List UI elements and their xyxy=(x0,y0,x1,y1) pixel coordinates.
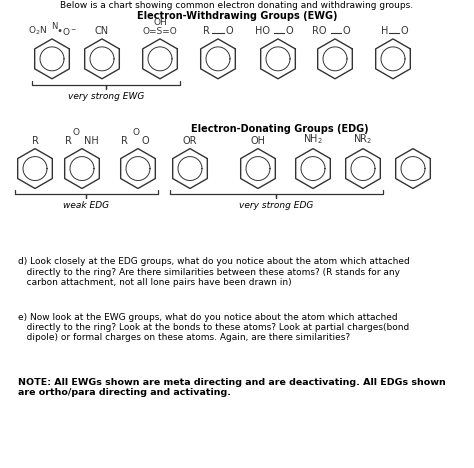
Text: HO: HO xyxy=(255,26,270,36)
Text: $\bullet$: $\bullet$ xyxy=(56,24,63,34)
Text: O: O xyxy=(401,26,409,36)
Text: NR$_2$: NR$_2$ xyxy=(353,132,373,146)
Text: O: O xyxy=(226,26,234,36)
Text: R: R xyxy=(65,136,72,146)
Text: N: N xyxy=(51,22,57,31)
Text: d) Look closely at the EDG groups, what do you notice about the atom which attac: d) Look closely at the EDG groups, what … xyxy=(18,257,410,287)
Text: OR: OR xyxy=(183,136,197,146)
Text: H: H xyxy=(381,26,388,36)
Text: NOTE: All EWGs shown are meta directing and are deactivating. All EDGs shown
are: NOTE: All EWGs shown are meta directing … xyxy=(18,378,446,397)
Text: R: R xyxy=(32,136,38,146)
Text: NH$_2$: NH$_2$ xyxy=(303,132,323,146)
Text: $\mathregular{O_2N}$: $\mathregular{O_2N}$ xyxy=(27,24,47,37)
Text: NH: NH xyxy=(84,136,99,146)
Text: Electron-Withdrawing Groups (EWG): Electron-Withdrawing Groups (EWG) xyxy=(137,11,337,21)
Text: RO: RO xyxy=(312,26,327,36)
Text: O: O xyxy=(133,128,139,137)
Text: O=S=O: O=S=O xyxy=(143,27,177,36)
Text: very strong EWG: very strong EWG xyxy=(68,92,144,101)
Text: O: O xyxy=(73,128,80,137)
Text: CN: CN xyxy=(95,26,109,36)
Text: OH: OH xyxy=(250,136,265,146)
Text: O: O xyxy=(142,136,150,146)
Text: R: R xyxy=(203,26,210,36)
Text: very strong EDG: very strong EDG xyxy=(239,201,314,211)
Text: e) Now look at the EWG groups, what do you notice about the atom which attached
: e) Now look at the EWG groups, what do y… xyxy=(18,313,409,343)
Text: Electron-Donating Groups (EDG): Electron-Donating Groups (EDG) xyxy=(191,124,369,134)
Text: weak EDG: weak EDG xyxy=(64,201,109,211)
Text: Below is a chart showing common electron donating and withdrawing groups.: Below is a chart showing common electron… xyxy=(61,1,413,10)
Text: O: O xyxy=(286,26,293,36)
Text: OH: OH xyxy=(153,18,167,27)
Text: $\mathregular{O^-}$: $\mathregular{O^-}$ xyxy=(62,26,77,37)
Text: O: O xyxy=(343,26,351,36)
Text: R: R xyxy=(121,136,128,146)
